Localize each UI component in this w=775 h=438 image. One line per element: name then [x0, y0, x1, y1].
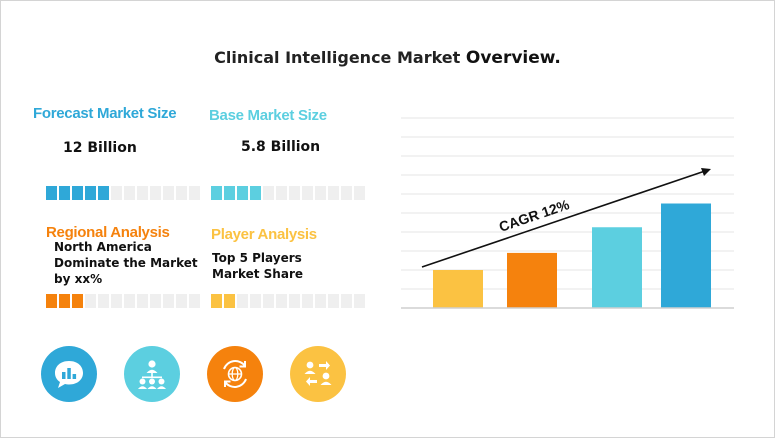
forecast-meter-segment: [98, 186, 109, 200]
forecast-meter: [46, 186, 200, 200]
forecast-meter-segment: [163, 186, 174, 200]
chart-bar-4: [661, 203, 711, 308]
chat-chart-icon: [41, 346, 97, 402]
globe-cycle-icon: [207, 346, 263, 402]
forecast-meter-segment: [59, 186, 70, 200]
regional-meter-segment: [189, 294, 200, 308]
player-meter: [211, 294, 365, 308]
regional-meter-segment: [85, 294, 96, 308]
regional-meter-segment: [72, 294, 83, 308]
player-meter-segment: [250, 294, 261, 308]
regional-meter-segment: [150, 294, 161, 308]
regional-meter-segment: [124, 294, 135, 308]
player-meter-segment: [276, 294, 287, 308]
regional-line-2: Dominate the Market: [54, 256, 198, 270]
base-value: 5.8 Billion: [241, 139, 321, 155]
forecast-meter-segment: [189, 186, 200, 200]
title-main: Clinical Intelligence Market: [214, 48, 466, 67]
player-heading: Player Analysis: [211, 226, 317, 243]
forecast-meter-segment: [46, 186, 57, 200]
forecast-heading: Forecast Market Size: [33, 105, 177, 122]
forecast-meter-segment: [85, 186, 96, 200]
forecast-meter-segment: [111, 186, 122, 200]
player-line-1: Top 5 Players: [212, 251, 302, 265]
chart-bars: [433, 203, 711, 308]
base-meter-segment: [315, 186, 326, 200]
regional-line-3: by xx%: [54, 272, 103, 286]
base-meter-segment: [237, 186, 248, 200]
forecast-value: 12 Billion: [63, 140, 137, 156]
player-meter-segment: [302, 294, 313, 308]
regional-meter-segment: [98, 294, 109, 308]
page-title: Clinical Intelligence Market Overview.: [0, 48, 775, 68]
regional-heading: Regional Analysis: [46, 224, 170, 241]
player-description: Top 5 Players Market Share: [212, 250, 303, 282]
player-meter-segment: [211, 294, 222, 308]
regional-meter-segment: [176, 294, 187, 308]
cagr-trend-arrow: [421, 168, 711, 268]
base-meter-segment: [328, 186, 339, 200]
chart-bar-2: [507, 252, 557, 308]
base-heading: Base Market Size: [209, 107, 327, 124]
base-meter-segment: [302, 186, 313, 200]
base-meter-segment: [211, 186, 222, 200]
market-growth-chart: CAGR 12%: [401, 117, 734, 309]
forecast-meter-segment: [72, 186, 83, 200]
forecast-meter-segment: [176, 186, 187, 200]
regional-line-1: North America: [54, 240, 152, 254]
player-meter-segment: [328, 294, 339, 308]
regional-meter-segment: [46, 294, 57, 308]
player-meter-segment: [341, 294, 352, 308]
player-meter-segment: [289, 294, 300, 308]
regional-description: North America Dominate the Market by xx%: [54, 239, 198, 287]
base-meter-segment: [341, 186, 352, 200]
regional-meter-segment: [59, 294, 70, 308]
player-meter-segment: [224, 294, 235, 308]
base-meter-segment: [276, 186, 287, 200]
forecast-meter-segment: [124, 186, 135, 200]
base-meter-segment: [354, 186, 365, 200]
team-network-icon: [124, 346, 180, 402]
player-meter-segment: [354, 294, 365, 308]
regional-meter-segment: [163, 294, 174, 308]
chart-bar-3: [592, 227, 642, 308]
player-meter-segment: [237, 294, 248, 308]
base-meter: [211, 186, 365, 200]
forecast-meter-segment: [137, 186, 148, 200]
player-meter-segment: [263, 294, 274, 308]
regional-meter-segment: [111, 294, 122, 308]
base-meter-segment: [224, 186, 235, 200]
people-exchange-icon: [290, 346, 346, 402]
base-meter-segment: [263, 186, 274, 200]
player-line-2: Market Share: [212, 267, 304, 281]
title-emphasis: Overview.: [465, 48, 561, 68]
base-meter-segment: [289, 186, 300, 200]
regional-meter: [46, 294, 200, 308]
base-meter-segment: [250, 186, 261, 200]
regional-meter-segment: [137, 294, 148, 308]
player-meter-segment: [315, 294, 326, 308]
forecast-meter-segment: [150, 186, 161, 200]
chart-bar-1: [433, 270, 483, 308]
